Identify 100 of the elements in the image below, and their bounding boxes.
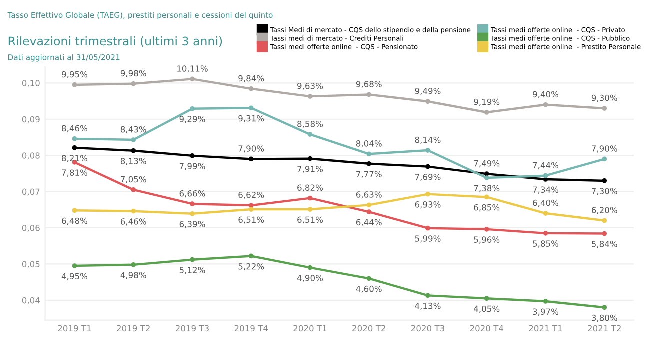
x-tick-label: 2020 T1 bbox=[294, 325, 327, 332]
point bbox=[543, 230, 548, 236]
x-tick-label: 2019 T1 bbox=[58, 325, 92, 332]
data-label: 7,34% bbox=[533, 186, 559, 194]
point bbox=[190, 211, 195, 216]
point bbox=[308, 196, 313, 201]
point bbox=[366, 276, 372, 282]
point bbox=[366, 210, 372, 214]
point bbox=[366, 152, 372, 157]
data-label: 7,30% bbox=[592, 188, 618, 196]
point bbox=[248, 86, 254, 92]
data-label: 8,13% bbox=[120, 158, 146, 166]
point bbox=[190, 76, 195, 82]
data-label: 8,04% bbox=[356, 140, 382, 148]
point bbox=[131, 262, 136, 268]
point bbox=[131, 208, 136, 214]
point bbox=[602, 231, 608, 236]
data-label: 3,80% bbox=[592, 314, 618, 322]
data-label: 7,90% bbox=[238, 146, 264, 153]
data-label: 6,44% bbox=[356, 219, 382, 226]
x-tick-label: 2021 T1 bbox=[529, 325, 562, 332]
data-label: 7,44% bbox=[533, 162, 559, 170]
data-label: 9,98% bbox=[120, 70, 146, 78]
point bbox=[366, 161, 372, 166]
data-label: 9,40% bbox=[533, 91, 559, 98]
data-label: 6,39% bbox=[180, 221, 206, 228]
point bbox=[543, 177, 548, 182]
data-label: 4,95% bbox=[62, 273, 88, 280]
x-tick-label: 2021 T2 bbox=[588, 325, 621, 332]
data-label: 6,46% bbox=[120, 218, 146, 226]
data-label: 5,99% bbox=[415, 236, 441, 243]
point bbox=[366, 202, 372, 208]
data-label: 8,46% bbox=[62, 125, 88, 132]
data-label: 6,40% bbox=[533, 200, 559, 208]
point bbox=[248, 207, 254, 212]
point bbox=[308, 207, 313, 212]
x-tick-label: 2019 T2 bbox=[117, 325, 150, 332]
x-tick-label: 2019 T3 bbox=[176, 325, 209, 332]
data-label: 7,69% bbox=[415, 174, 441, 182]
point bbox=[131, 148, 136, 154]
y-tick-label: 0,06 bbox=[22, 224, 40, 232]
point bbox=[484, 110, 490, 115]
point bbox=[308, 132, 313, 138]
point bbox=[190, 106, 195, 112]
point bbox=[484, 194, 490, 200]
data-label: 8,14% bbox=[415, 136, 441, 144]
data-label: 9,95% bbox=[62, 71, 88, 79]
point bbox=[426, 99, 430, 104]
data-label: 6,82% bbox=[298, 184, 324, 192]
y-tick-label: 0,08 bbox=[22, 152, 40, 160]
point bbox=[426, 164, 430, 170]
point bbox=[484, 296, 490, 302]
data-label: 6,51% bbox=[238, 216, 264, 224]
point bbox=[248, 254, 254, 259]
data-label: 9,68% bbox=[356, 81, 382, 88]
point bbox=[72, 146, 78, 150]
data-label: 4,98% bbox=[120, 272, 146, 280]
data-label: 6,51% bbox=[298, 216, 324, 224]
point bbox=[72, 264, 78, 268]
point bbox=[426, 226, 430, 231]
data-label: 8,58% bbox=[298, 120, 324, 128]
point bbox=[366, 92, 372, 98]
data-label: 4,05% bbox=[474, 306, 500, 313]
data-label: 5,22% bbox=[238, 263, 264, 271]
y-tick-label: 0,05 bbox=[22, 261, 40, 268]
data-label: 8,43% bbox=[120, 126, 146, 134]
point bbox=[602, 178, 608, 184]
point bbox=[543, 211, 548, 216]
point bbox=[543, 299, 548, 304]
point bbox=[308, 94, 313, 99]
point bbox=[72, 82, 78, 88]
point bbox=[484, 227, 490, 232]
y-tick-label: 0,04 bbox=[22, 297, 40, 305]
x-tick-label: 2020 T3 bbox=[411, 325, 444, 332]
data-label: 3,97% bbox=[533, 308, 559, 316]
point bbox=[248, 203, 254, 208]
data-label: 9,63% bbox=[298, 82, 324, 90]
data-label: 6,66% bbox=[180, 190, 206, 198]
data-label: 6,48% bbox=[62, 218, 88, 225]
data-label: 9,31% bbox=[238, 115, 264, 123]
data-label: 7,91% bbox=[298, 166, 324, 174]
data-label: 7,90% bbox=[592, 146, 618, 153]
y-tick-label: 0,10 bbox=[22, 80, 40, 88]
data-label: 4,13% bbox=[415, 302, 441, 310]
data-label: 5,84% bbox=[592, 241, 618, 248]
point bbox=[131, 138, 136, 142]
data-label: 8,21% bbox=[62, 155, 88, 162]
point bbox=[426, 192, 430, 197]
point bbox=[131, 81, 136, 86]
point bbox=[484, 176, 490, 180]
data-label: 5,85% bbox=[533, 240, 559, 248]
point bbox=[248, 106, 254, 111]
data-label: 7,49% bbox=[474, 160, 500, 168]
point bbox=[602, 218, 608, 224]
x-tick-label: 2020 T2 bbox=[352, 325, 386, 332]
point bbox=[190, 202, 195, 207]
data-label: 7,05% bbox=[121, 176, 146, 184]
data-label: 4,60% bbox=[356, 286, 382, 294]
point bbox=[484, 172, 490, 176]
point bbox=[131, 188, 136, 192]
